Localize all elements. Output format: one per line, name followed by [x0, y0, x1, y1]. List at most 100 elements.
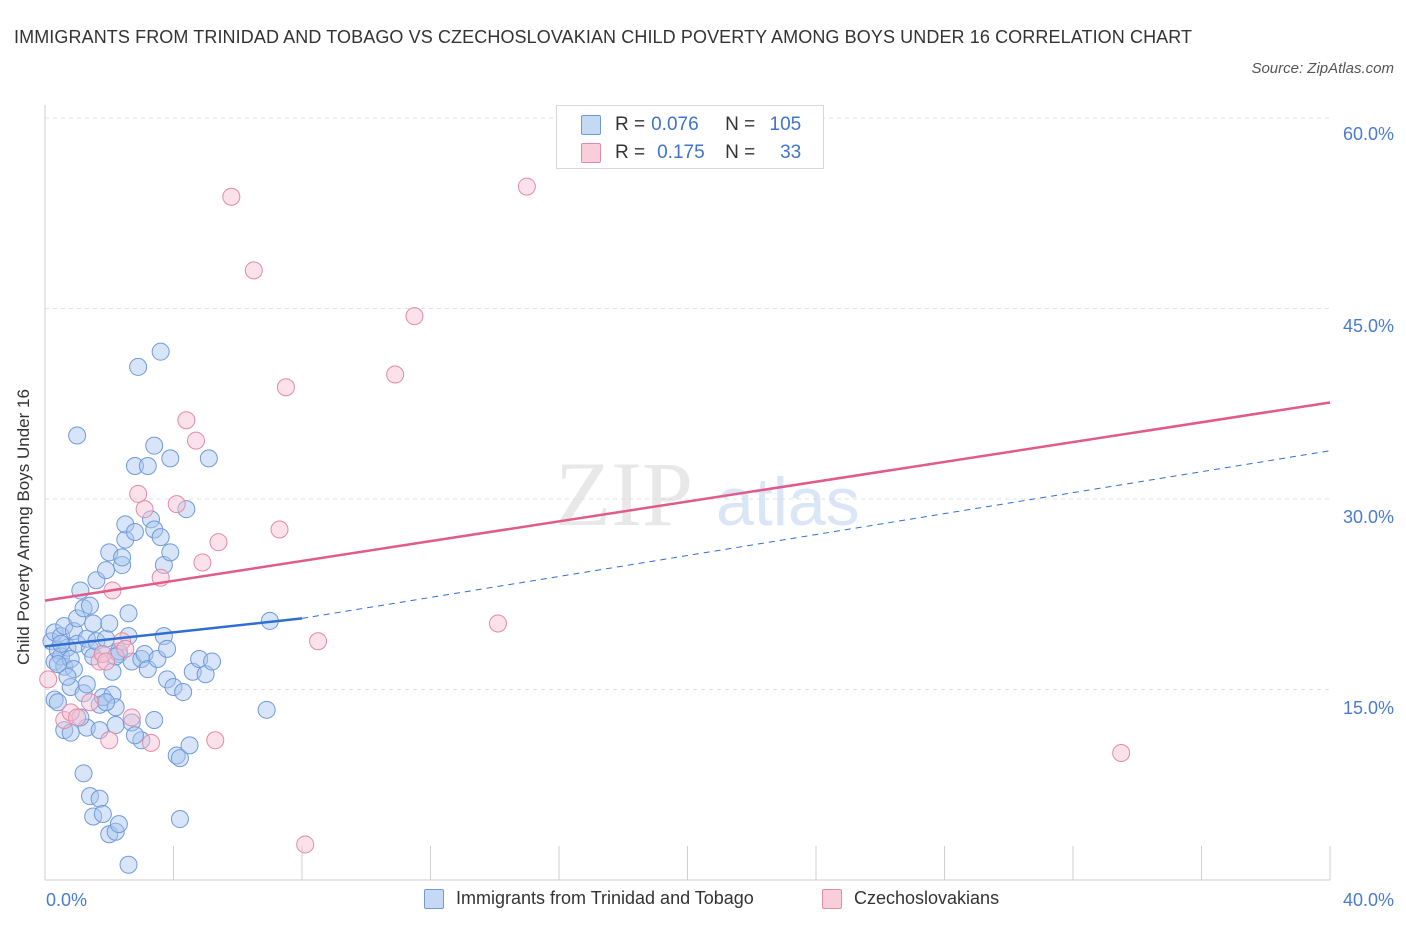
trend-line-pink [44, 401, 1331, 602]
data-point-blue [90, 789, 109, 808]
data-point-pink [142, 733, 161, 752]
trend-lines [44, 401, 1331, 648]
data-point-blue [158, 670, 177, 689]
data-point-blue [90, 721, 109, 740]
data-point-blue [145, 436, 164, 455]
data-point-pink [39, 670, 58, 689]
legend-n-value: 33 [780, 142, 802, 163]
data-point-blue [125, 523, 144, 542]
data-point-blue [97, 561, 116, 580]
data-point-blue [161, 449, 180, 468]
data-point-pink [193, 553, 212, 572]
data-point-pink [1112, 744, 1131, 762]
data-point-blue [161, 543, 180, 562]
data-point-blue [180, 736, 199, 755]
data-point-blue [177, 500, 196, 519]
data-point-pink [97, 652, 116, 671]
legend-r-value: 0.175 [657, 142, 705, 163]
data-point-blue [142, 510, 161, 529]
trend-line-blue-dashed [301, 450, 1331, 619]
legend-n-label: N = [725, 114, 756, 135]
data-point-pink [167, 495, 186, 514]
data-point-blue [170, 810, 189, 829]
data-point-blue [125, 456, 144, 475]
y-axis-label: Child Poverty Among Boys Under 16 [14, 389, 33, 665]
data-point-pink [206, 731, 225, 750]
legend-n-label: N = [725, 142, 756, 163]
data-point-blue [106, 698, 125, 717]
stats-legend: R = 0.076 N = 105 R = 0.175 N = 33 [556, 105, 824, 169]
data-point-pink [488, 614, 507, 633]
legend-n-value: 105 [769, 114, 802, 135]
data-point-pink [122, 708, 141, 727]
data-point-pink [270, 520, 289, 539]
bottom-legend-swatch-blue [424, 888, 444, 909]
data-point-pink [276, 378, 295, 397]
data-point-pink [129, 484, 148, 503]
bottom-legend-swatch-pink [822, 888, 842, 909]
watermark-atlas: atlas [716, 464, 860, 540]
data-point-pink [209, 533, 228, 552]
data-point-blue [113, 548, 132, 567]
data-point-blue [68, 609, 87, 628]
legend-row-pink: R = 0.175 N = 33 [581, 140, 801, 166]
source-label: Source: ZipAtlas.com [1251, 60, 1394, 77]
data-point-blue [113, 556, 132, 575]
data-point-blue [174, 683, 193, 702]
trend-line-blue [44, 617, 303, 648]
data-point-blue [64, 660, 83, 679]
data-point-blue [145, 710, 164, 729]
series-blue-points [42, 342, 279, 874]
data-point-blue [145, 520, 164, 539]
bottom-legend-label: Immigrants from Trinidad and Tobago [456, 888, 754, 908]
data-point-blue [199, 449, 218, 468]
data-point-pink [135, 500, 154, 519]
data-point-blue [203, 652, 222, 671]
legend-r-label: R = [615, 142, 646, 163]
legend-row-blue: R = 0.076 N = 105 [581, 112, 801, 138]
data-point-blue [58, 667, 77, 686]
data-point-blue [125, 726, 144, 745]
data-point-blue [148, 650, 167, 669]
bottom-legend-blue: Immigrants from Trinidad and Tobago [424, 888, 754, 909]
data-point-blue [80, 596, 99, 615]
legend-swatch-blue [581, 115, 601, 135]
data-point-blue [93, 804, 112, 823]
data-point-blue [119, 855, 138, 874]
data-point-blue [77, 675, 96, 694]
data-point-blue [97, 693, 116, 712]
data-point-pink [100, 731, 119, 750]
axes [44, 105, 1331, 881]
y-tick-label: 60.0% [1342, 124, 1394, 144]
data-point-blue [138, 456, 157, 475]
bottom-legend-label: Czechoslovakians [854, 888, 1000, 908]
data-point-blue [106, 716, 125, 735]
data-point-blue [132, 650, 151, 669]
data-point-blue [74, 764, 93, 783]
bottom-legend-pink: Czechoslovakians [822, 888, 999, 909]
data-point-blue [87, 571, 106, 590]
legend-r-value: 0.076 [651, 114, 699, 135]
data-point-blue [257, 700, 276, 719]
y-tick-label: 30.0% [1342, 507, 1394, 527]
data-point-blue [100, 614, 119, 633]
gridlines [45, 117, 1330, 690]
data-point-blue [48, 693, 67, 712]
data-point-blue [167, 746, 186, 765]
data-point-blue [138, 660, 157, 679]
data-point-pink [386, 365, 405, 384]
data-point-pink [296, 835, 315, 854]
data-point-blue [164, 677, 183, 696]
data-point-blue [109, 815, 128, 834]
data-point-pink [186, 431, 205, 450]
data-point-pink [177, 411, 196, 430]
y-tick-label: 45.0% [1342, 316, 1394, 336]
data-point-blue [170, 749, 189, 768]
data-point-blue [45, 690, 64, 709]
data-point-blue [151, 528, 170, 547]
x-tick-label: 0.0% [46, 890, 88, 910]
data-point-blue [48, 655, 67, 674]
data-point-blue [116, 530, 135, 549]
data-point-pink [405, 307, 424, 326]
